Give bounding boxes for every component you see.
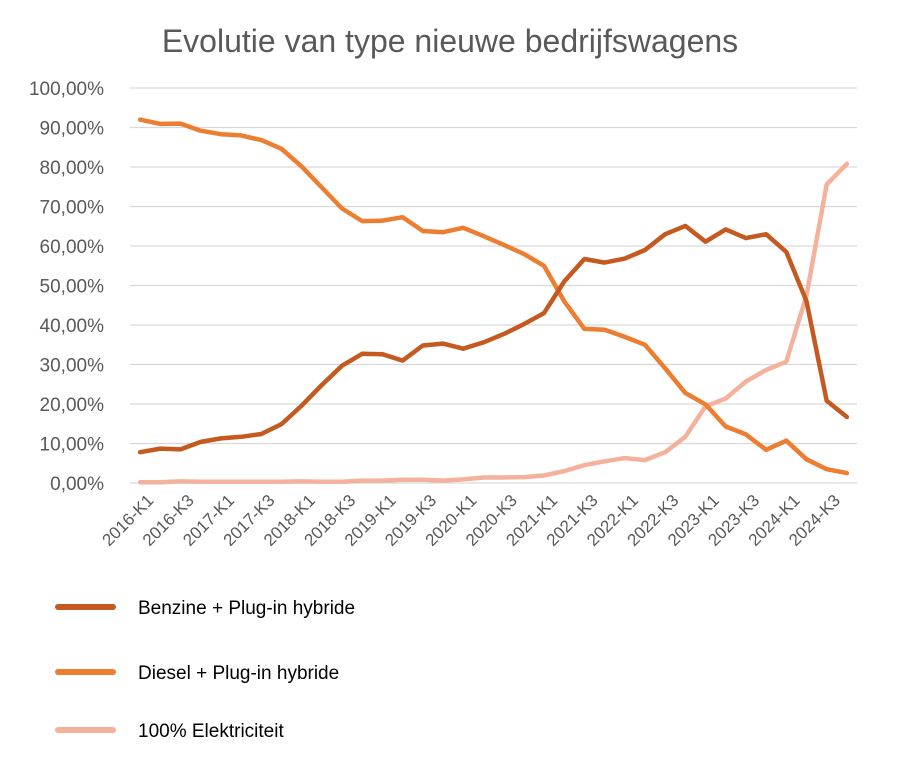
legend-label: 100% Elektriciteit bbox=[138, 721, 284, 742]
series-lines bbox=[137, 117, 850, 485]
y-tick-label: 30,00% bbox=[40, 356, 105, 377]
y-tick-label: 20,00% bbox=[40, 395, 105, 416]
y-tick-label: 80,00% bbox=[40, 158, 105, 179]
legend: Benzine + Plug-in hybride Diesel + Plug-i… bbox=[55, 598, 355, 742]
legend-label: Diesel + Plug-in hybride bbox=[138, 663, 339, 684]
y-tick-label: 90,00% bbox=[40, 119, 105, 140]
y-tick-label: 10,00% bbox=[40, 435, 105, 456]
legend-label: Benzine + Plug-in hybride bbox=[138, 598, 355, 619]
y-axis-tick-labels: 0,00% 10,00% 20,00% 30,00% 40,00% 50,00% 60,00… bbox=[29, 79, 104, 495]
series-line bbox=[137, 223, 850, 455]
series-line bbox=[137, 117, 850, 476]
chart-title: Evolutie van type nieuwe bedrijfswagens bbox=[162, 23, 738, 59]
y-tick-label: 0,00% bbox=[50, 474, 104, 495]
x-axis-tick-labels: 2016-K12016-K32017-K12017-K32018-K12018-… bbox=[99, 491, 844, 550]
y-tick-label: 50,00% bbox=[40, 277, 105, 298]
y-tick-label: 60,00% bbox=[40, 237, 105, 258]
y-tick-label: 100,00% bbox=[29, 79, 104, 100]
series-line bbox=[137, 161, 850, 485]
gridlines bbox=[130, 87, 857, 445]
y-tick-label: 70,00% bbox=[40, 198, 105, 219]
y-tick-label: 40,00% bbox=[40, 316, 105, 337]
